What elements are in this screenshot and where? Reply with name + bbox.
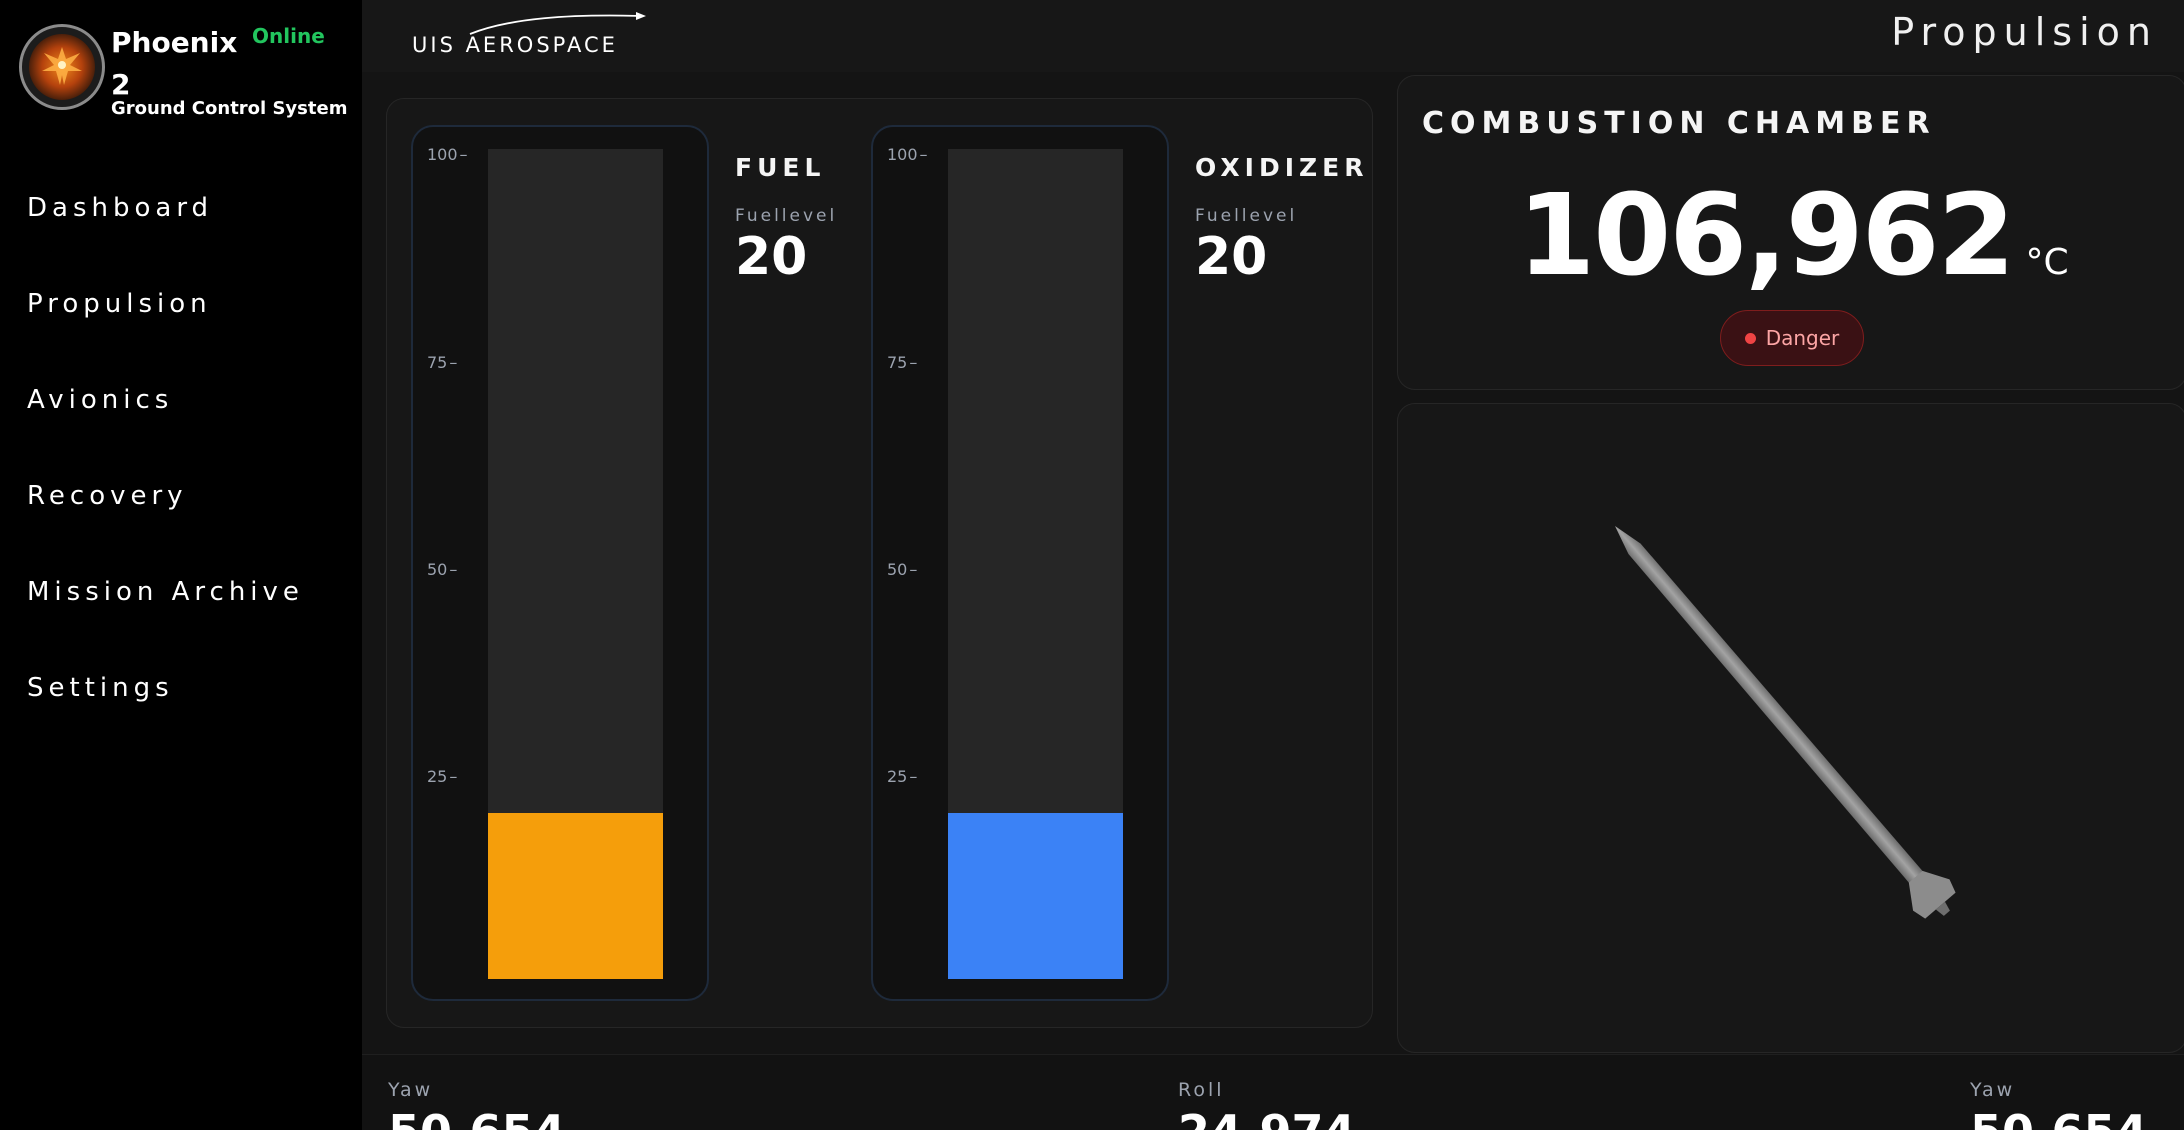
oxidizer-info: OXIDIZER Fuellevel 20: [1195, 153, 1365, 288]
telemetry-value: 50.654: [1970, 1105, 2148, 1130]
tick-label: 75–: [887, 353, 918, 372]
app-name: Phoenix 2: [111, 26, 238, 101]
sidebar: Phoenix 2 Online Ground Control System D…: [0, 0, 362, 1130]
tick-label: 25–: [887, 767, 918, 786]
tick-label: 50–: [427, 560, 458, 579]
combustion-chamber-card: COMBUSTION CHAMBER 106,962 °C Danger: [1397, 75, 2184, 390]
danger-dot-icon: [1744, 332, 1756, 344]
telemetry-roll: Roll 24.974: [1178, 1079, 1356, 1130]
telemetry-label: Roll: [1178, 1079, 1225, 1101]
oxidizer-level-value: 20: [1195, 227, 1268, 287]
telemetry-value: 50.654: [388, 1105, 566, 1130]
telemetry-yaw: Yaw 50.654: [388, 1079, 566, 1130]
oxidizer-level-label: Fuellevel: [1195, 206, 1298, 226]
company-logo: UIS AEROSPACE: [410, 12, 650, 62]
combustion-reading: 106,962 °C: [1398, 171, 2184, 301]
top-header: UIS AEROSPACE Propulsion: [362, 0, 2184, 72]
sidebar-item-mission-archive[interactable]: Mission Archive: [27, 577, 304, 607]
phoenix-logo-icon: [19, 24, 105, 110]
fuel-level-fill: [488, 813, 663, 979]
app-subtitle: Ground Control System: [111, 98, 348, 119]
oxidizer-bar-track: [948, 149, 1123, 979]
fuel-level-label: Fuellevel: [735, 206, 838, 226]
page-title: Propulsion: [1891, 10, 2158, 54]
telemetry-value: 24.974: [1178, 1105, 1356, 1130]
oxidizer-tank-gauge: 100– 75– 50– 25–: [871, 125, 1169, 1001]
fuel-info: FUEL Fuellevel 20: [735, 153, 905, 288]
combustion-title: COMBUSTION CHAMBER: [1422, 106, 1936, 141]
telemetry-label: Yaw: [1970, 1079, 2016, 1101]
tick-label: 100–: [427, 145, 468, 164]
sidebar-item-dashboard[interactable]: Dashboard: [27, 193, 214, 223]
combustion-unit: °C: [2025, 242, 2069, 283]
tick-label: 100–: [887, 145, 928, 164]
sidebar-item-avionics[interactable]: Avionics: [27, 385, 174, 415]
rocket-3d-viewer[interactable]: [1397, 403, 2184, 1053]
tanks-panel: 100– 75– 50– 25– FUEL Fuellevel 20 100– …: [386, 98, 1373, 1028]
telemetry-label: Yaw: [388, 1079, 434, 1101]
oxidizer-title: OXIDIZER: [1195, 153, 1369, 182]
oxidizer-level-fill: [948, 813, 1123, 979]
company-name: UIS AEROSPACE: [412, 33, 618, 57]
telemetry-yaw-2: Yaw 50.654: [1970, 1079, 2148, 1130]
status-badge: Online: [252, 24, 325, 48]
tick-label: 50–: [887, 560, 918, 579]
danger-status-badge: Danger: [1720, 310, 1864, 366]
fuel-title: FUEL: [735, 153, 826, 182]
rocket-model-icon: [1615, 526, 1956, 919]
tick-label: 75–: [427, 353, 458, 372]
sidebar-nav: Dashboard Propulsion Avionics Recovery M…: [0, 160, 362, 736]
combustion-temperature: 106,962: [1517, 171, 2015, 301]
danger-status-label: Danger: [1765, 326, 1840, 350]
fuel-level-value: 20: [735, 227, 808, 287]
tick-label: 25–: [427, 767, 458, 786]
sidebar-item-propulsion[interactable]: Propulsion: [27, 289, 212, 319]
brand: Phoenix 2 Online Ground Control System: [19, 22, 359, 132]
sidebar-item-recovery[interactable]: Recovery: [27, 481, 188, 511]
fuel-tank-gauge: 100– 75– 50– 25–: [411, 125, 709, 1001]
fuel-bar-track: [488, 149, 663, 979]
telemetry-strip: Yaw 50.654 Roll 24.974 Yaw 50.654: [362, 1054, 2184, 1130]
sidebar-item-settings[interactable]: Settings: [27, 673, 174, 703]
